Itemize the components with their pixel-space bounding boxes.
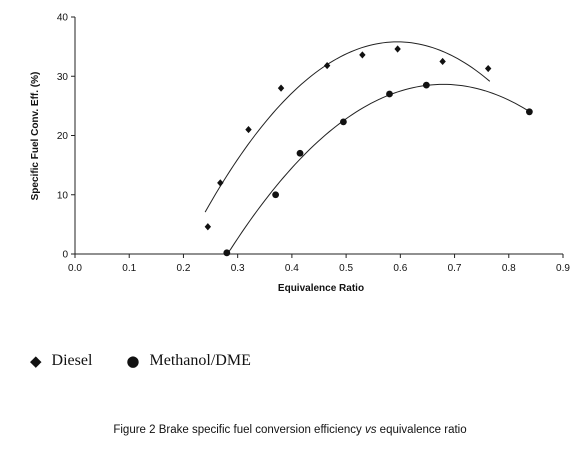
y-tick-label: 30 [57,72,69,83]
data-point-methanol [223,249,231,257]
trendline-diesel [204,41,491,213]
data-point-diesel [439,57,446,66]
data-point-diesel [323,61,331,70]
x-tick-label: 0.1 [122,263,136,274]
data-point-diesel [204,223,212,231]
legend-item-diesel: ◆ Diesel [30,352,92,370]
data-point-diesel [245,125,252,134]
y-tick-label: 0 [62,250,68,261]
legend-label-methanol: Methanol/DME [149,352,251,369]
data-point-methanol [525,108,533,116]
diamond-marker-icon: ◆ [30,352,42,370]
y-axis-label: Specific Fuel Conv. Eff. (%) [30,72,41,201]
data-point-diesel [277,84,285,92]
x-tick-label: 0.4 [285,263,299,274]
axes: 0 10 20 30 40 0.0 0.1 0.2 0.3 0.4 0.5 0.6 0.7 0.8 0.9 [57,13,571,275]
x-tick-label: 0.6 [393,263,407,274]
x-tick-label: 0.9 [556,263,570,274]
x-tick-label: 0.5 [339,263,353,274]
data-point-methanol [386,90,393,98]
caption-suffix: equivalence ratio [376,424,467,436]
circle-marker-icon: ● [126,352,140,370]
data-point-methanol [422,81,430,89]
x-tick-label: 0.8 [502,263,516,274]
y-tick-label: 10 [57,190,69,201]
x-tick-label: 0.0 [68,263,82,274]
data-points [204,45,533,257]
figure-caption: Figure 2 Brake specific fuel conversion … [0,424,580,436]
caption-prefix: Figure 2 Brake specific fuel conversion … [113,424,365,436]
data-point-diesel [484,64,492,73]
legend-label-diesel: Diesel [51,352,93,369]
y-tick-label: 40 [57,13,69,24]
data-point-methanol [272,191,280,199]
trendlines [204,41,531,255]
data-point-methanol [296,149,304,157]
x-axis-label: Equivalence Ratio [278,283,364,294]
y-tick-label: 20 [57,131,69,142]
data-point-diesel [217,179,224,187]
x-tick-label: 0.2 [176,263,190,274]
legend: ◆ Diesel ● Methanol/DME [30,352,285,370]
caption-italic: vs [364,424,377,436]
x-tick-label: 0.7 [448,263,462,274]
trendline-methanol [226,83,531,255]
data-point-methanol [340,118,347,126]
x-tick-label: 0.3 [231,263,245,274]
legend-item-methanol: ● Methanol/DME [126,352,250,370]
data-point-diesel [394,45,401,53]
data-point-diesel [359,51,366,59]
